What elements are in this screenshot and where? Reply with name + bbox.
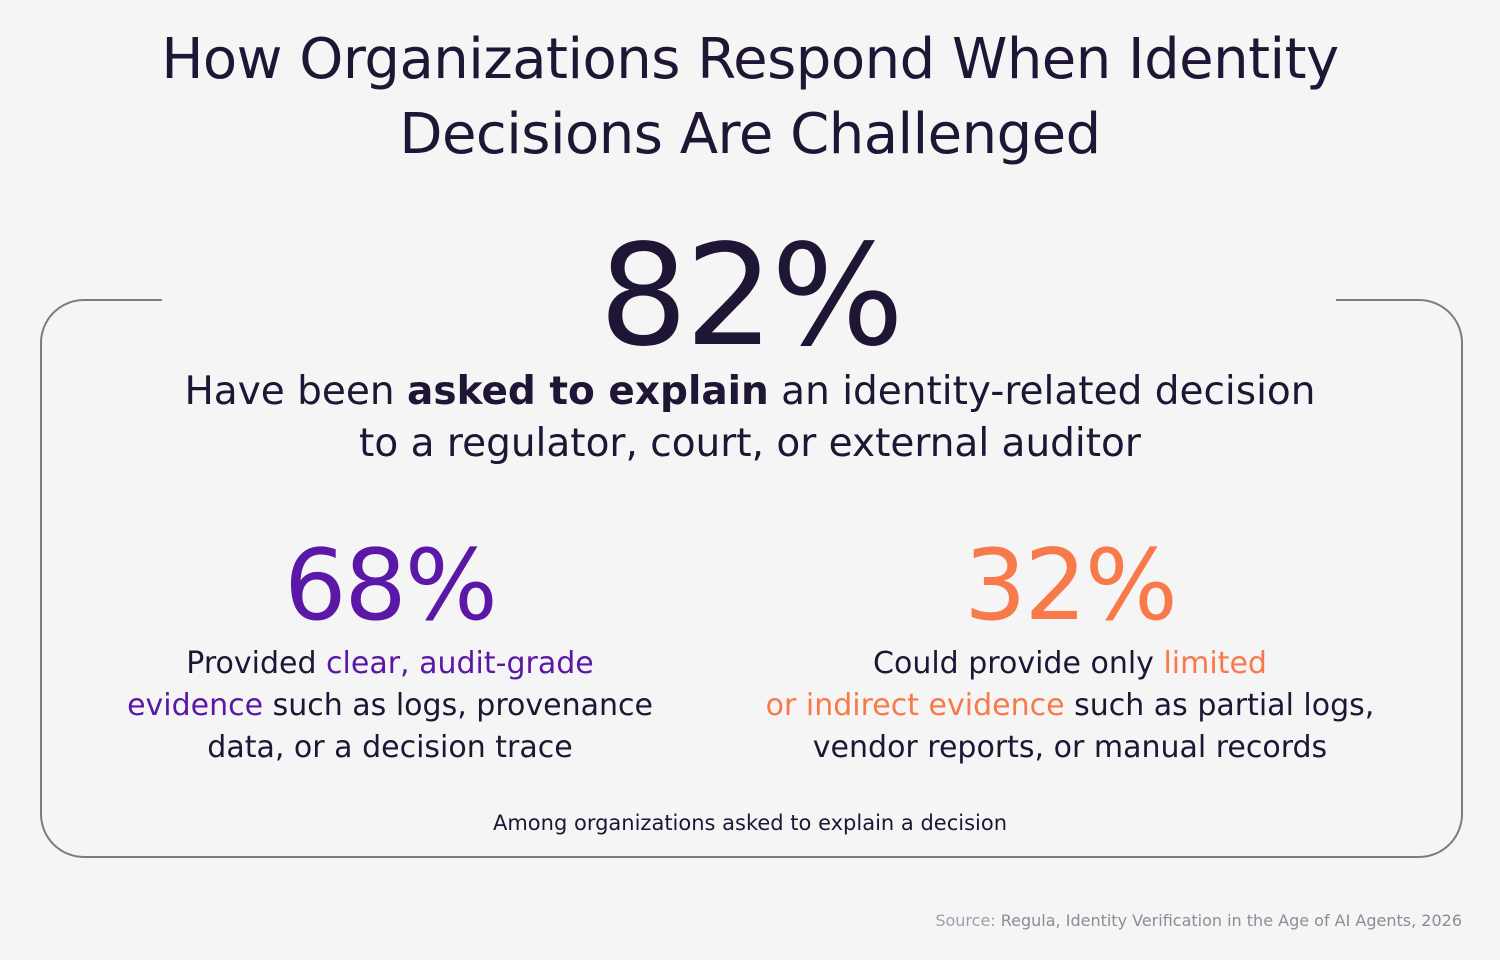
hero-stat-value: 82% bbox=[598, 215, 904, 378]
source-label: Source: bbox=[935, 911, 996, 930]
title-line-2: Decisions Are Challenged bbox=[399, 102, 1101, 167]
right-text-line-3: vendor reports, or manual records bbox=[812, 730, 1328, 765]
left-highlight-2: evidence bbox=[127, 688, 264, 723]
right-text-before: Could provide only bbox=[873, 646, 1164, 681]
frame-gap bbox=[162, 290, 1336, 314]
hero-text-before: Have been bbox=[184, 369, 408, 414]
title-line-1: How Organizations Respond When Identity bbox=[161, 27, 1339, 92]
right-text-after: such as partial logs, bbox=[1064, 688, 1375, 723]
left-stat-description: Provided clear, audit-grade evidence suc… bbox=[60, 643, 720, 769]
page-title: How Organizations Respond When Identity … bbox=[0, 22, 1500, 172]
right-highlight-1: limited bbox=[1163, 646, 1267, 681]
hero-stat-description: Have been asked to explain an identity-r… bbox=[150, 366, 1350, 470]
left-text-line-3: data, or a decision trace bbox=[207, 730, 573, 765]
right-stat-description: Could provide only limited or indirect e… bbox=[740, 643, 1400, 769]
hero-text-bold: asked to explain bbox=[407, 369, 769, 414]
left-text-before: Provided bbox=[186, 646, 327, 681]
left-highlight-1: clear, audit-grade bbox=[326, 646, 594, 681]
hero-text-after: an identity-related decision bbox=[768, 369, 1316, 414]
right-stat-value: 32% bbox=[964, 529, 1178, 643]
footnote: Among organizations asked to explain a d… bbox=[492, 811, 1008, 835]
source-text: Regula, Identity Verification in the Age… bbox=[995, 911, 1462, 930]
hero-text-line-2: to a regulator, court, or external audit… bbox=[359, 421, 1141, 466]
left-stat-value: 68% bbox=[284, 529, 498, 643]
right-highlight-2: or indirect evidence bbox=[765, 688, 1065, 723]
source-citation: Source: Regula, Identity Verification in… bbox=[935, 909, 1462, 933]
left-text-after: such as logs, provenance bbox=[263, 688, 653, 723]
